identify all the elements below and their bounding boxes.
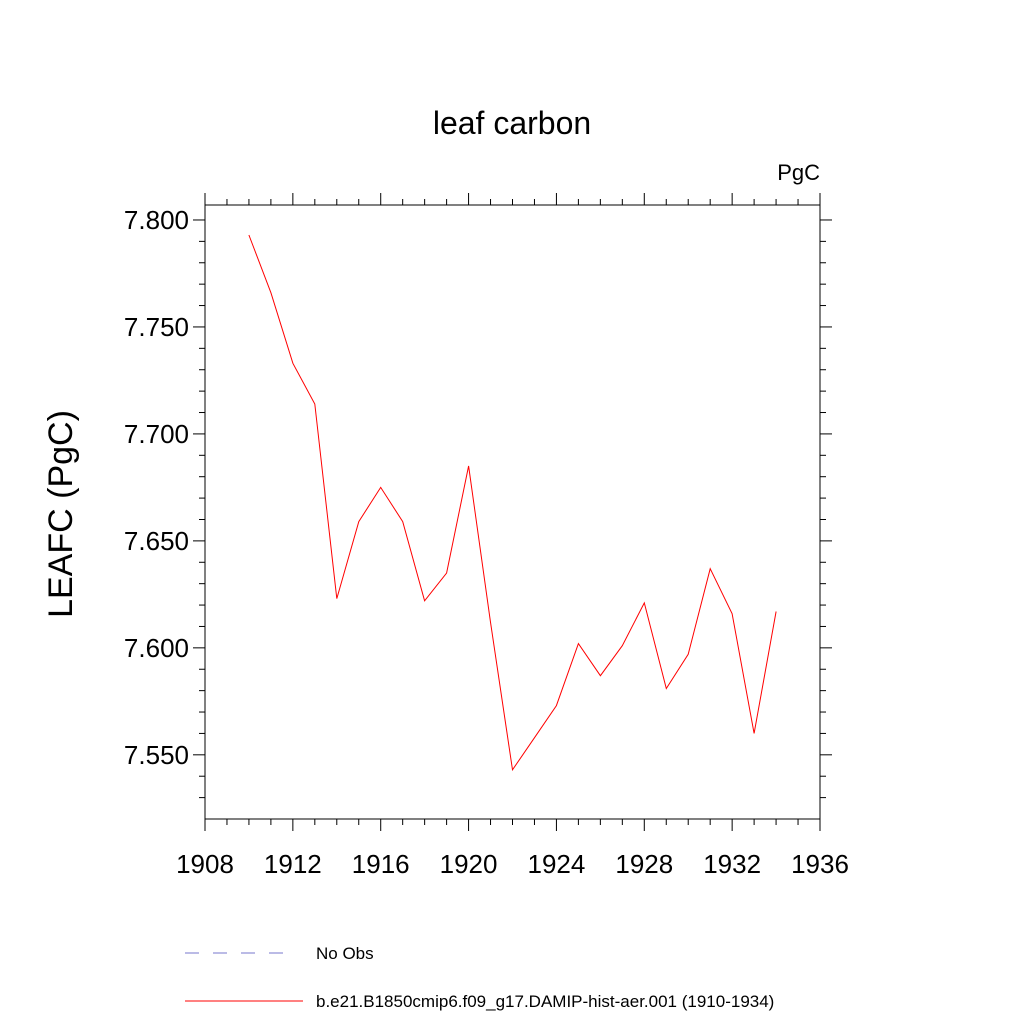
x-tick-label: 1912 bbox=[264, 849, 322, 879]
x-tick-label: 1920 bbox=[440, 849, 498, 879]
x-tick-label: 1928 bbox=[615, 849, 673, 879]
x-tick-label: 1908 bbox=[176, 849, 234, 879]
y-tick-label: 7.600 bbox=[124, 633, 189, 663]
axis-ticks bbox=[193, 193, 832, 831]
y-tick-label: 7.700 bbox=[124, 419, 189, 449]
legend: No Obs b.e21.B1850cmip6.f09_g17.DAMIP-hi… bbox=[185, 944, 774, 1011]
units-label: PgC bbox=[777, 160, 820, 185]
x-tick-label: 1932 bbox=[703, 849, 761, 879]
x-tick-label: 1916 bbox=[352, 849, 410, 879]
x-tick-label: 1936 bbox=[791, 849, 849, 879]
x-tick-label: 1924 bbox=[528, 849, 586, 879]
tick-labels: 1908 1912 1916 1920 1924 1928 1932 1936 7.550 7.6… bbox=[124, 205, 849, 879]
legend-label-model: b.e21.B1850cmip6.f09_g17.DAMIP-hist-aer.… bbox=[316, 992, 774, 1011]
y-axis-label: LEAFC (PgC) bbox=[42, 410, 80, 618]
y-tick-label: 7.550 bbox=[124, 740, 189, 770]
chart-title: leaf carbon bbox=[433, 105, 591, 141]
y-tick-label: 7.650 bbox=[124, 526, 189, 556]
series-line bbox=[248, 234, 777, 772]
y-tick-label: 7.800 bbox=[124, 205, 189, 235]
series-layer bbox=[248, 234, 777, 772]
y-tick-label: 7.750 bbox=[124, 312, 189, 342]
plot-frame bbox=[204, 204, 821, 820]
legend-label-no-obs: No Obs bbox=[316, 944, 374, 963]
